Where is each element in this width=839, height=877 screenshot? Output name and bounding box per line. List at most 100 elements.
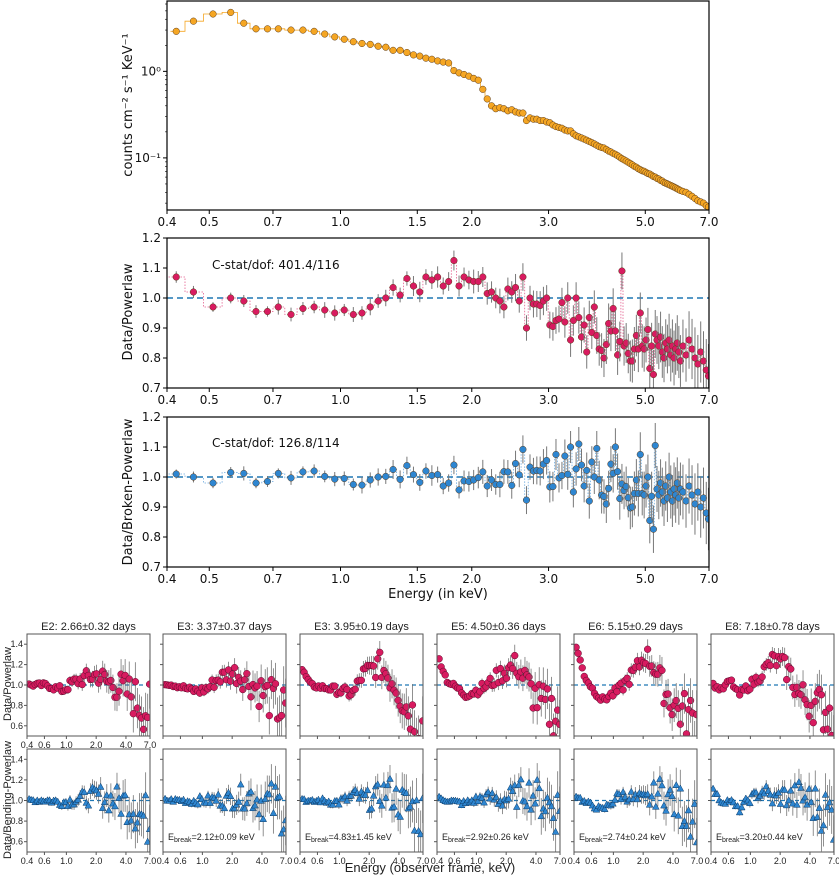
x-tick-label: 7.0: [417, 856, 430, 866]
data-point: [428, 471, 436, 480]
data-point: [496, 297, 504, 305]
break-energy-label: Ebreak=3.20±0.44 keV: [716, 832, 803, 844]
data-point: [416, 830, 423, 838]
data-point: [605, 484, 613, 492]
data-point: [382, 294, 390, 302]
data-point: [611, 795, 619, 803]
x-tick-label: 7.0: [699, 215, 718, 229]
data-point: [389, 46, 397, 54]
y-tick-label: 1.4: [10, 639, 23, 649]
data-point: [674, 811, 683, 819]
x-tick-label: 0.4: [157, 572, 176, 586]
plot-area: [711, 768, 834, 852]
data-point: [409, 51, 418, 59]
data-point: [487, 288, 496, 296]
data-point: [480, 798, 488, 806]
data-point: [553, 706, 560, 714]
data-point: [585, 497, 593, 505]
plot-area: [574, 639, 697, 736]
y-tick-label: 1.0: [10, 680, 23, 690]
powerlaw-cstat-annotation: C-stat/dof: 401.4/116: [212, 258, 340, 272]
data-point: [511, 283, 520, 292]
y-tick-label: 0.9: [142, 500, 161, 514]
data-point: [699, 357, 708, 365]
data-point: [409, 282, 418, 290]
data-point: [817, 691, 826, 699]
x-tick-label: 0.4: [21, 740, 34, 750]
epoch-panel-title: E2: 2.66±0.32 days: [41, 621, 136, 633]
data-point: [396, 812, 405, 820]
data-point: [417, 742, 424, 749]
x-tick-label: 2.0: [90, 740, 103, 750]
data-point: [331, 309, 339, 317]
data-point: [390, 802, 398, 810]
data-point: [555, 315, 563, 323]
e-symbol: E: [579, 832, 585, 842]
data-point: [403, 462, 411, 470]
data-point: [422, 54, 430, 62]
epoch-panel-4: E5: 4.50±0.36 days 0.4 0.6 1.0 2.0 4.0 7.0 Ebre…: [431, 621, 567, 866]
data-point: [655, 342, 663, 350]
data-point: [526, 294, 534, 302]
y-tick-label: 0.9: [142, 321, 161, 335]
data-point: [209, 479, 217, 487]
data-point: [253, 682, 261, 690]
data-point: [580, 482, 588, 490]
data-point: [575, 313, 583, 322]
data-point: [496, 480, 504, 489]
y-tick-label: 10⁰: [141, 64, 161, 78]
data-point: [545, 720, 554, 728]
data-point: [648, 492, 656, 500]
data-point: [670, 810, 679, 818]
data-point: [172, 273, 180, 281]
x-tick-label: 1.0: [333, 856, 346, 866]
data-point: [580, 321, 588, 329]
data-point: [274, 303, 282, 311]
break-subscript: break: [311, 837, 329, 844]
data-point: [567, 336, 575, 344]
data-point: [758, 673, 766, 681]
data-point: [374, 42, 382, 50]
broken-powerlaw-ratio-panel: 0.4 0.5 0.7 1.0 1.5 2.0 3.0 5.0 7.0 0.7 0.8 0.9 1.0 1…: [142, 410, 719, 586]
data-point: [340, 474, 348, 483]
data-point: [363, 786, 372, 794]
data-point: [676, 357, 684, 365]
data-point: [84, 801, 93, 809]
x-tick-label: 0.5: [200, 215, 219, 229]
data-point: [287, 310, 295, 319]
data-point: [675, 494, 683, 502]
data-point: [357, 676, 366, 684]
data-point: [189, 17, 198, 25]
data-point: [358, 309, 366, 317]
plot-area: [300, 641, 424, 749]
data-point: [299, 26, 307, 34]
data-point: [321, 472, 329, 480]
data-point: [662, 806, 670, 814]
x-tick-label: 2.0: [637, 856, 650, 866]
data-point: [412, 796, 421, 804]
data-point: [519, 445, 527, 453]
epoch-panels-grid: E2: 2.66±0.32 days 0.6 0.8 1.0 1.2 1.4 0.4 0.6 1…: [10, 621, 839, 866]
data-point: [577, 333, 586, 341]
x-tick-label: 1.0: [196, 856, 209, 866]
data-point: [236, 780, 245, 788]
data-point: [647, 792, 656, 800]
data-point: [509, 664, 517, 673]
data-point: [172, 470, 180, 478]
y-tick-label: 0.7: [142, 560, 161, 574]
data-point: [688, 491, 696, 499]
x-tick-label: 1.5: [408, 572, 427, 586]
data-point: [321, 30, 329, 38]
data-point: [335, 800, 343, 808]
x-tick-label: 4.0: [530, 856, 543, 866]
data-point: [682, 730, 691, 736]
x-tick-label: 1.5: [408, 393, 427, 407]
model-step-line: [170, 12, 709, 208]
data-point: [267, 779, 276, 787]
data-point: [240, 19, 248, 27]
data-point: [455, 282, 463, 290]
data-point: [445, 479, 453, 487]
data-point: [450, 256, 458, 265]
data-point: [193, 800, 202, 808]
data-point: [551, 827, 560, 835]
